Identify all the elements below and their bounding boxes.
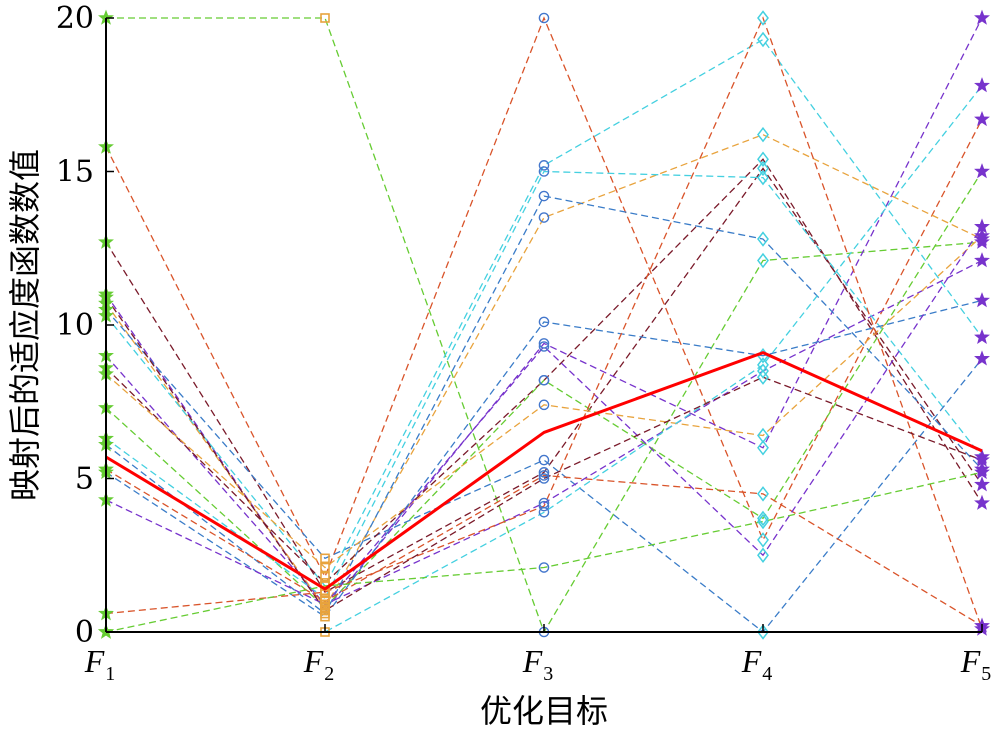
data-point-14-4: [757, 486, 769, 502]
data-point-19-5: [974, 464, 990, 480]
data-point-19-4: [757, 513, 769, 530]
series-line-7: [105, 38, 983, 588]
series-line-6: [105, 309, 983, 633]
data-point-2-3: [538, 12, 550, 24]
data-point-12-4: [757, 169, 769, 186]
data-point-19-3: [538, 562, 550, 573]
data-point-14-3: [538, 470, 550, 481]
data-point-15-2: [320, 611, 330, 622]
series-line-13: [105, 195, 983, 615]
mean-line: [105, 351, 983, 591]
y-tick-label-20: 20: [56, 1, 94, 36]
series-line-1: [106, 17, 983, 634]
data-point-2-4: [757, 532, 769, 548]
data-point-11-5: [974, 163, 990, 179]
series-line-5: [105, 133, 983, 609]
data-point-15-3: [538, 316, 550, 328]
data-point-4-5: [974, 9, 990, 25]
x-tick-label-3: F3: [522, 643, 554, 685]
data-point-1-2: [320, 13, 330, 23]
mean-line-group: [105, 351, 983, 591]
data-point-3-4: [757, 160, 769, 177]
data-point-16-5: [974, 218, 990, 234]
x-tick-label-5: F5: [960, 643, 992, 685]
data-point-15-5: [974, 292, 990, 308]
axes: [105, 18, 982, 633]
data-point-5-4: [757, 126, 769, 143]
data-point-16-4: [757, 547, 769, 563]
data-point-16-3: [538, 341, 550, 352]
data-point-5-3: [538, 212, 550, 223]
series-line-11: [105, 171, 983, 609]
data-point-18-3: [538, 506, 550, 518]
series-line-10: [105, 235, 983, 569]
series-line-20: [105, 296, 983, 612]
data-point-4-4: [757, 440, 769, 456]
data-point-7-3: [538, 160, 550, 171]
series-lines: [105, 16, 983, 634]
data-point-9-5: [974, 494, 990, 510]
y-tick-label-0: 0: [75, 615, 94, 650]
data-point-20-3: [538, 473, 550, 484]
data-point-6-2: [320, 553, 330, 564]
data-point-13-3: [538, 190, 550, 202]
x-tick-label-4: F4: [741, 643, 773, 685]
data-point-18-5: [974, 77, 990, 93]
series-line-16: [105, 226, 983, 606]
y-tick-label-15: 15: [56, 155, 94, 190]
data-point-13-4: [757, 231, 769, 247]
y-ticks: 0 5 10 15 20: [56, 1, 114, 650]
data-point-4-3: [538, 338, 550, 349]
data-point-3-5: [974, 476, 990, 492]
data-point-20-2: [320, 605, 330, 616]
data-point-7-5: [974, 328, 990, 345]
data-point-3-3: [538, 467, 550, 478]
data-point-11-4: [757, 510, 769, 527]
series-markers: [98, 9, 990, 640]
x-axis-title: 优化目标: [480, 692, 608, 730]
data-point-2-5: [974, 110, 990, 127]
x-tick-label-2: F2: [303, 643, 335, 685]
data-point-2-2: [320, 571, 330, 582]
data-point-11-3: [538, 374, 550, 386]
data-point-17-3: [538, 500, 550, 512]
data-point-8-4: [757, 363, 769, 379]
data-point-10-3: [538, 399, 550, 411]
series-line-14: [105, 468, 983, 627]
y-axis-title: 映射后的适应度函数数值: [6, 149, 44, 501]
series-line-4: [105, 17, 983, 612]
x-ticks: F1 F2 F3 F4 F5: [84, 624, 992, 685]
series-line-17: [105, 16, 983, 630]
data-point-17-4: [757, 10, 769, 26]
data-point-16-2: [320, 599, 330, 610]
data-point-6-5: [974, 350, 990, 366]
data-point-10-4: [757, 427, 769, 444]
series-line-19: [105, 471, 983, 633]
data-point-6-4: [757, 624, 769, 640]
data-point-7-4: [757, 31, 769, 48]
data-point-12-3: [538, 166, 550, 177]
series-line-8: [105, 259, 983, 606]
series-line-15: [105, 299, 983, 618]
series-line-2: [105, 16, 983, 579]
data-point-10-5: [974, 227, 990, 243]
data-point-20-4: [757, 369, 769, 385]
x-tick-label-1: F1: [84, 643, 116, 685]
data-point-1-4: [757, 252, 769, 269]
data-point-8-5: [974, 252, 990, 268]
data-point-6-3: [538, 454, 550, 466]
data-point-9-4: [757, 151, 769, 167]
y-tick-label-5: 5: [75, 462, 94, 497]
data-point-20-5: [974, 451, 990, 467]
data-point-10-2: [320, 562, 330, 573]
y-tick-label-10: 10: [56, 308, 94, 343]
